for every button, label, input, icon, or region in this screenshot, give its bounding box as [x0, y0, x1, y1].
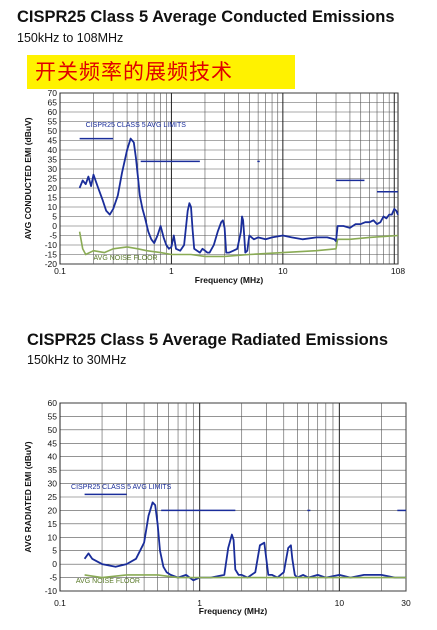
y-tick-label: 15: [48, 193, 58, 203]
y-tick-label: 35: [48, 155, 58, 165]
y-tick-label: 40: [48, 145, 58, 155]
measured-line: [83, 501, 406, 582]
y-tick-label: 10: [48, 532, 58, 542]
y-tick-label: 30: [48, 164, 58, 174]
conducted-emissions-chart: 7065605550454035302520151050-5-10-15-200…: [23, 88, 405, 285]
y-tick-label: 20: [48, 183, 58, 193]
x-tick-label: 30: [401, 598, 411, 608]
y-tick-label: 55: [48, 411, 58, 421]
x-tick-label: 10: [335, 598, 345, 608]
y-tick-label: 10: [48, 202, 58, 212]
noise-floor-line: [78, 231, 399, 258]
x-tick-label: 1: [197, 598, 202, 608]
y-tick-label: 60: [48, 398, 58, 408]
y-tick-label: 0: [52, 221, 57, 231]
y-tick-label: 20: [48, 505, 58, 515]
y-axis-label: AVG RADIATED EMI (dBuV): [23, 441, 33, 552]
y-axis-label: AVG CONDUCTED EMI (dBuV): [23, 117, 33, 239]
noise-floor-line: [84, 574, 406, 579]
chart1-subtitle: 150kHz to 108MHz: [17, 31, 124, 45]
y-tick-label: 55: [48, 117, 58, 127]
chart2-title: CISPR25 Class 5 Average Radiated Emissio…: [27, 331, 389, 349]
y-tick-label: 60: [48, 107, 58, 117]
measured-line: [78, 137, 399, 254]
y-tick-label: -15: [45, 250, 58, 260]
x-tick-label: 10: [278, 266, 288, 276]
limits-annotation: CISPR25 CLASS 5 AVG LIMITS: [71, 484, 172, 491]
noise-floor-annotation: AVG NOISE FLOOR: [76, 578, 140, 585]
chart1-banner: 开关频率的展频技术: [27, 55, 295, 89]
x-tick-label: 0.1: [54, 598, 66, 608]
y-tick-label: -20: [45, 259, 58, 269]
y-tick-label: 50: [48, 126, 58, 136]
y-tick-label: 50: [48, 425, 58, 435]
limits-annotation: CISPR25 CLASS 5 AVG LIMITS: [86, 122, 187, 129]
x-tick-label: 0.1: [54, 266, 66, 276]
y-tick-label: 30: [48, 479, 58, 489]
x-tick-label: 108: [391, 266, 405, 276]
y-tick-label: 45: [48, 438, 58, 448]
y-tick-label: 0: [52, 559, 57, 569]
y-tick-label: -10: [45, 586, 58, 596]
y-tick-label: 65: [48, 98, 58, 108]
y-tick-label: 70: [48, 88, 58, 98]
x-tick-label: 1: [169, 266, 174, 276]
noise-floor-annotation: AVG NOISE FLOOR: [94, 255, 158, 262]
chart2-subtitle: 150kHz to 30MHz: [27, 353, 127, 367]
y-tick-label: 15: [48, 519, 58, 529]
y-tick-label: -10: [45, 240, 58, 250]
y-tick-label: 45: [48, 136, 58, 146]
y-tick-label: 40: [48, 452, 58, 462]
x-axis-label: Frequency (MHz): [195, 275, 264, 285]
y-tick-label: -5: [49, 573, 57, 583]
y-tick-label: -5: [49, 231, 57, 241]
y-tick-label: 5: [52, 546, 57, 556]
y-tick-label: 5: [52, 212, 57, 222]
x-axis-label: Frequency (MHz): [199, 606, 268, 616]
y-tick-label: 25: [48, 174, 58, 184]
y-tick-label: 35: [48, 465, 58, 475]
chart1-title: CISPR25 Class 5 Average Conducted Emissi…: [17, 8, 395, 26]
y-tick-label: 25: [48, 492, 58, 502]
